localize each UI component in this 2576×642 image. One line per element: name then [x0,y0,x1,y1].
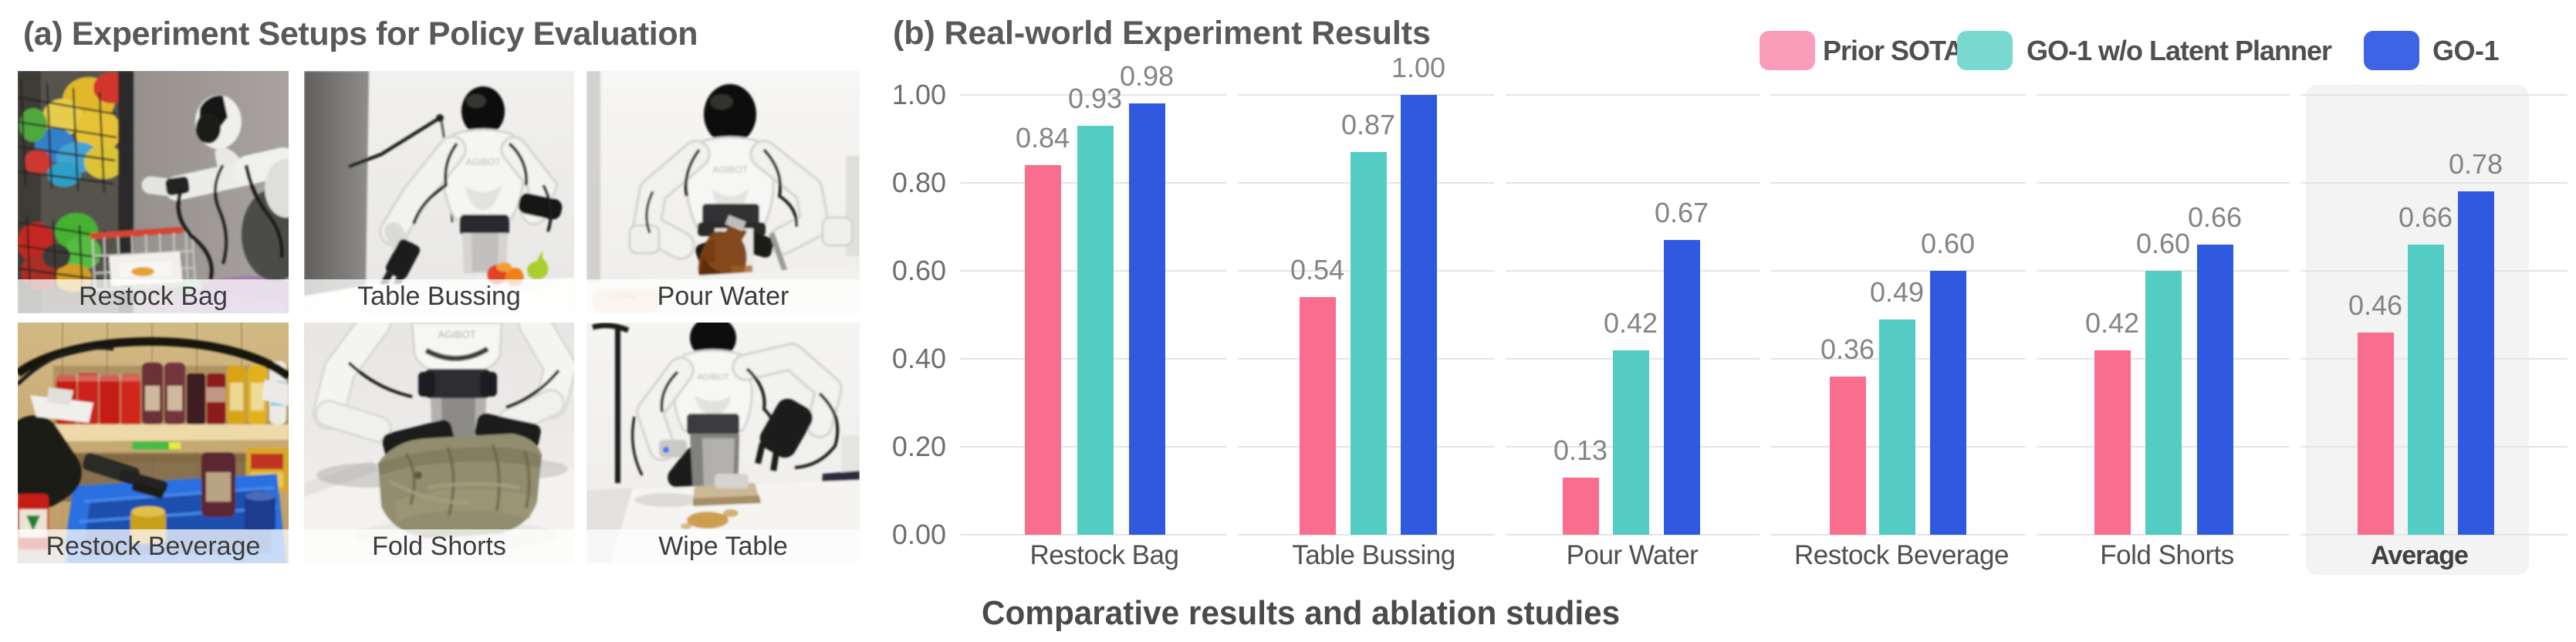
svg-text:AGIBOT: AGIBOT [438,329,475,340]
svg-text:AGIBOT: AGIBOT [712,164,748,175]
svg-text:AGIBOT: AGIBOT [465,157,501,167]
svg-text:AGIBOT: AGIBOT [697,373,729,382]
